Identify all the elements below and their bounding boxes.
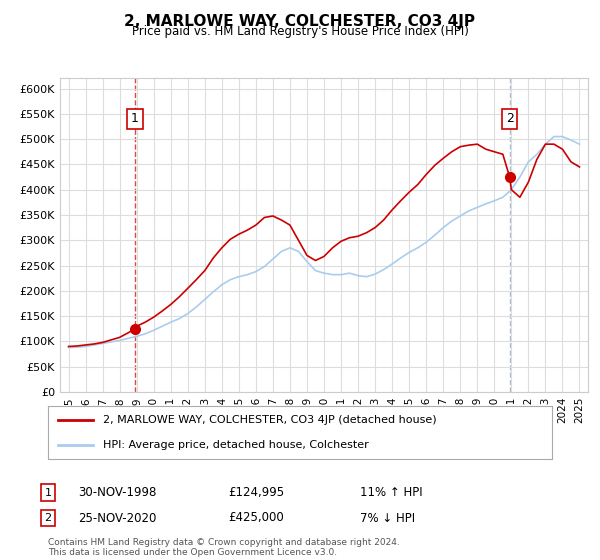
Text: 2, MARLOWE WAY, COLCHESTER, CO3 4JP (detached house): 2, MARLOWE WAY, COLCHESTER, CO3 4JP (det…	[103, 416, 437, 426]
Text: £425,000: £425,000	[228, 511, 284, 525]
Text: 1: 1	[131, 113, 139, 125]
Text: HPI: Average price, detached house, Colchester: HPI: Average price, detached house, Colc…	[103, 440, 369, 450]
Text: 25-NOV-2020: 25-NOV-2020	[78, 511, 157, 525]
Text: 2, MARLOWE WAY, COLCHESTER, CO3 4JP: 2, MARLOWE WAY, COLCHESTER, CO3 4JP	[125, 14, 476, 29]
Text: 7% ↓ HPI: 7% ↓ HPI	[360, 511, 415, 525]
Text: 1: 1	[44, 488, 52, 498]
Text: 2: 2	[44, 513, 52, 523]
Text: Price paid vs. HM Land Registry's House Price Index (HPI): Price paid vs. HM Land Registry's House …	[131, 25, 469, 38]
Text: 30-NOV-1998: 30-NOV-1998	[78, 486, 157, 500]
Text: Contains HM Land Registry data © Crown copyright and database right 2024.
This d: Contains HM Land Registry data © Crown c…	[48, 538, 400, 557]
Text: £124,995: £124,995	[228, 486, 284, 500]
Text: 11% ↑ HPI: 11% ↑ HPI	[360, 486, 422, 500]
Text: 2: 2	[506, 113, 514, 125]
